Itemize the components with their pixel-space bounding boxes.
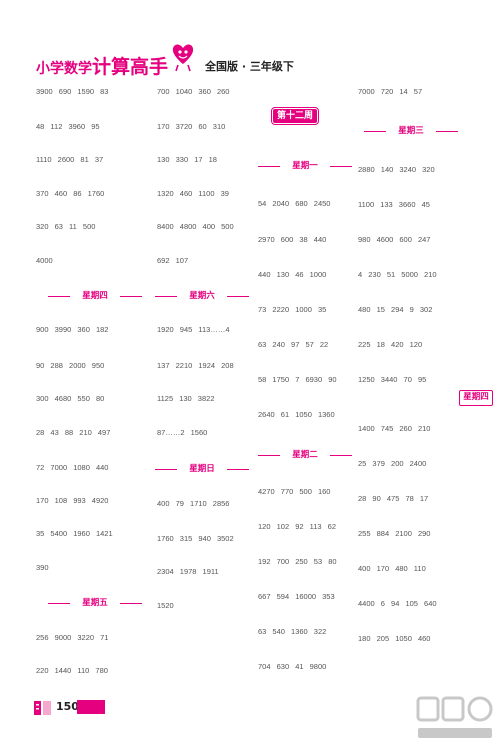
day-heading-wednesday: 星期三 xyxy=(364,125,458,137)
problem-row: 692 107 xyxy=(157,256,189,265)
brand-prefix: 小学数学 xyxy=(36,61,92,77)
problem-row: 1520 xyxy=(157,601,174,610)
problem-row: 130 330 17 18 xyxy=(157,155,217,164)
problem-row: 7000 720 14 57 xyxy=(358,87,423,96)
problem-row: 1125 130 3822 xyxy=(157,394,215,403)
problem-row: 1400 745 260 210 xyxy=(358,424,431,433)
problem-row: 8400 4800 400 500 xyxy=(157,222,234,231)
problem-row: 1100 133 3660 45 xyxy=(358,200,430,209)
problem-row: 120 102 92 113 62 xyxy=(258,522,337,531)
book-icon xyxy=(34,701,51,715)
problem-row: 1320 460 1100 39 xyxy=(157,189,229,198)
problem-row: 440 130 46 1000 xyxy=(258,270,327,279)
problem-row: 2970 600 38 440 xyxy=(258,235,327,244)
problem-row: 63 240 97 57 22 xyxy=(258,340,329,349)
problem-row: 2304 1978 1911 xyxy=(157,567,219,576)
problem-row: 370 460 86 1760 xyxy=(36,189,105,198)
problem-row: 58 1750 7 6930 90 xyxy=(258,375,337,384)
day-heading-sunday: 星期日 xyxy=(155,463,249,475)
day-heading-monday: 星期一 xyxy=(258,160,352,172)
problem-row: 2640 61 1050 1360 xyxy=(258,410,335,419)
problem-row: 1110 2600 81 37 xyxy=(36,155,104,164)
week-badge: 第十二周 xyxy=(271,107,319,125)
problem-row: 72 7000 1080 440 xyxy=(36,463,109,472)
page-number: 150 xyxy=(56,700,79,713)
problem-row: 225 18 420 120 xyxy=(358,340,423,349)
problem-row: 400 79 1710 2856 xyxy=(157,499,230,508)
problem-row: 900 3990 360 182 xyxy=(36,325,109,334)
problem-row: 54 2040 680 2450 xyxy=(258,199,331,208)
edition-label: 全国版 · 三年级下 xyxy=(205,60,294,73)
problem-row: 700 1040 360 260 xyxy=(157,87,230,96)
brand-big: 计算高手 xyxy=(92,56,169,78)
problem-row: 1250 3440 70 95 xyxy=(358,375,427,384)
problem-row: 300 4680 550 80 xyxy=(36,394,105,403)
page-header: 小学数学计算高手 全国版 · 三年级下 xyxy=(0,0,500,80)
problem-row: 192 700 250 53 80 xyxy=(258,557,337,566)
page-number-bar xyxy=(77,700,105,714)
day-heading-saturday: 星期六 xyxy=(155,290,249,302)
problem-row: 4 230 51 5000 210 xyxy=(358,270,437,279)
problem-row: 180 205 1050 460 xyxy=(358,634,431,643)
problem-row: 28 90 475 78 17 xyxy=(358,494,429,503)
problem-row: 980 4600 600 247 xyxy=(358,235,431,244)
day-heading-thursday-boxed: 星期四 xyxy=(459,390,493,406)
problem-row: 256 9000 3220 71 xyxy=(36,633,109,642)
problem-row: 704 630 41 9800 xyxy=(258,662,327,671)
problem-row: 1760 315 940 3502 xyxy=(157,534,234,543)
problem-row: 255 884 2100 290 xyxy=(358,529,431,538)
problem-row: 4000 xyxy=(36,256,53,265)
problem-row: 137 2210 1924 208 xyxy=(157,361,234,370)
day-heading-tuesday: 星期二 xyxy=(258,449,352,461)
problem-row: 170 3720 60 310 xyxy=(157,122,226,131)
heart-mascot-icon xyxy=(172,44,194,72)
brand-title: 小学数学计算高手 xyxy=(36,52,168,79)
problem-row: 400 170 480 110 xyxy=(358,564,426,573)
week-label: 第十二周 xyxy=(273,109,317,123)
problem-row: 87……2 1560 xyxy=(157,428,208,437)
problem-row: 220 1440 110 780 xyxy=(36,666,108,675)
day-heading-thursday: 星期四 xyxy=(48,290,142,302)
problem-row: 667 594 16000 353 xyxy=(258,592,335,601)
problem-row: 4270 770 500 160 xyxy=(258,487,331,496)
problem-row: 320 63 11 500 xyxy=(36,222,96,231)
problem-row: 170 108 993 4920 xyxy=(36,496,109,505)
problem-row: 390 xyxy=(36,563,49,572)
problem-row: 1920 945 113……4 xyxy=(157,325,230,334)
mxqe-watermark-icon xyxy=(416,696,493,738)
problem-row: 480 15 294 9 302 xyxy=(358,305,433,314)
problem-row: 63 540 1360 322 xyxy=(258,627,327,636)
problem-row: 25 379 200 2400 xyxy=(358,459,427,468)
problem-row: 35 5400 1960 1421 xyxy=(36,529,113,538)
problem-row: 48 112 3960 95 xyxy=(36,122,100,131)
page-footer: 150 xyxy=(0,690,500,745)
problem-row: 28 43 88 210 497 xyxy=(36,428,111,437)
problem-row: 73 2220 1000 35 xyxy=(258,305,327,314)
problem-row: 2880 140 3240 320 xyxy=(358,165,435,174)
problem-row: 90 288 2000 950 xyxy=(36,361,105,370)
problem-row: 3900 690 1590 83 xyxy=(36,87,109,96)
problem-row: 4400 6 94 105 640 xyxy=(358,599,437,608)
day-heading-friday: 星期五 xyxy=(48,597,142,609)
